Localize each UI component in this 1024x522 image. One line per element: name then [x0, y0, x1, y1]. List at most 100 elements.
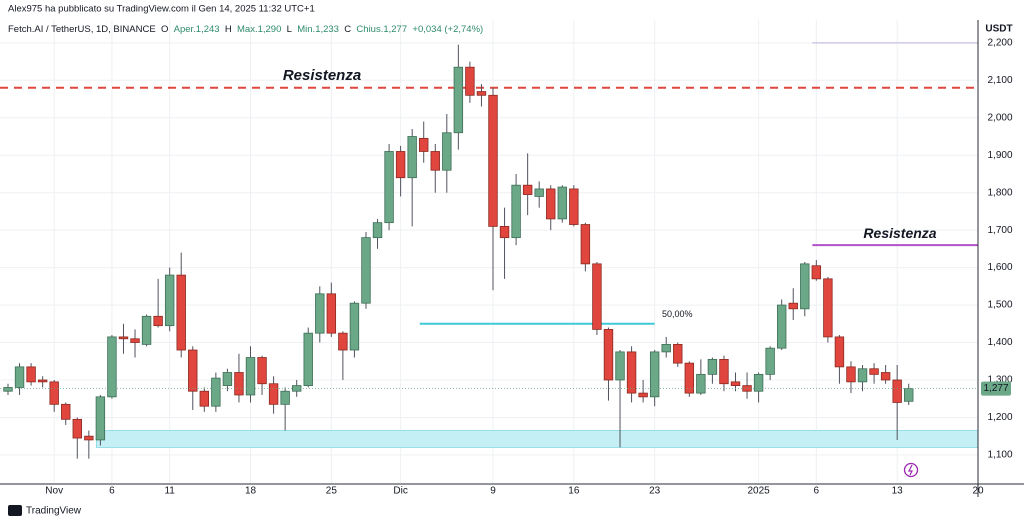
candle-body [118, 336, 129, 340]
candle-body [569, 188, 579, 225]
candle-body [719, 358, 729, 385]
y-tick-label: 1,300 [987, 375, 1012, 386]
candle-body [176, 274, 186, 351]
candle-body [245, 357, 256, 396]
candle-body [465, 66, 475, 96]
y-tick-label: 1,600 [987, 262, 1012, 273]
last-price-text: 1,277 [983, 383, 1008, 394]
candle-body [834, 336, 845, 368]
x-tick-label: 11 [164, 486, 175, 497]
x-tick-label: 9 [490, 486, 496, 497]
x-tick-label: 25 [326, 486, 338, 497]
candle-body [268, 383, 279, 405]
candle-body [303, 332, 313, 387]
candle-body [546, 188, 556, 220]
candle-body [14, 366, 25, 388]
candle-body [49, 381, 59, 405]
x-tick-label: 23 [649, 486, 661, 497]
candle-body [707, 358, 718, 375]
x-tick-label: Nov [45, 486, 63, 497]
candle-body [823, 278, 833, 338]
x-tick-label: 6 [109, 486, 115, 497]
candle-body [696, 373, 706, 394]
x-tick-label: Dic [393, 486, 407, 497]
level-label: Resistenza [863, 225, 936, 241]
candle-body [130, 338, 140, 343]
alert-icon [903, 462, 919, 478]
y-tick-label: 1,200 [987, 412, 1012, 423]
legend: Fetch.AI / TetherUS, 1D, BINANCE O Aper.… [8, 24, 488, 35]
candle-body [61, 403, 71, 420]
candle-body [534, 188, 544, 197]
candle-body [788, 302, 798, 310]
candle-body [765, 347, 775, 375]
candle-body [222, 372, 233, 387]
x-tick-label: 13 [892, 486, 904, 497]
candle-body [603, 329, 614, 381]
x-tick-label: 16 [568, 486, 580, 497]
candle-body [846, 366, 856, 383]
brand: TradingView [26, 506, 82, 517]
y-tick-label: 2,100 [987, 75, 1012, 86]
y-tick-label: 2,200 [987, 37, 1012, 48]
legend-value: Chius.1,277 [356, 24, 407, 35]
candle-body [638, 392, 648, 398]
candle-body [188, 349, 198, 392]
candle-body [72, 418, 82, 439]
candle-body [869, 368, 879, 375]
candle-body [211, 377, 221, 407]
y-tick-label: 1,800 [987, 187, 1012, 198]
candle-body [684, 362, 695, 394]
candle-body [84, 435, 94, 441]
currency-label: USDT [985, 24, 1012, 35]
candle-body [95, 396, 106, 441]
candle-body [488, 94, 498, 227]
candle-body [592, 263, 602, 330]
legend-symbol: Fetch.AI / TetherUS, 1D, BINANCE [8, 24, 156, 35]
y-tick-label: 1,500 [987, 300, 1012, 311]
candle-body [291, 385, 302, 392]
candle-body [37, 379, 48, 383]
candle-body [315, 293, 325, 334]
candle-body [153, 315, 163, 327]
candle-body [419, 137, 429, 152]
level-label: Resistenza [283, 67, 361, 84]
candle-body [107, 336, 117, 398]
legend-key: L [287, 24, 292, 35]
candle-body [361, 237, 371, 304]
candle-body [395, 151, 406, 179]
plot-area [0, 20, 979, 483]
candle-body [141, 315, 152, 345]
candle-body [904, 388, 914, 402]
candle-body [384, 151, 394, 224]
candle-body [338, 332, 348, 351]
level-label: 50,00% [662, 309, 693, 319]
y-tick-label: 1,100 [987, 450, 1012, 461]
candle-body [730, 381, 741, 387]
candle-body [430, 151, 440, 171]
y-tick-label: 1,900 [987, 150, 1012, 161]
candle-body [753, 373, 764, 392]
candle-body [280, 390, 290, 405]
y-tick-label: 1,400 [987, 337, 1012, 348]
candle-body [661, 343, 671, 353]
candle-body [522, 184, 533, 195]
legend-change: +0,034 (+2,74%) [412, 24, 483, 35]
y-tick-label: 2,000 [987, 112, 1012, 123]
legend-value: Aper.1,243 [174, 24, 220, 35]
y-tick-label: 1,700 [987, 225, 1012, 236]
candle-body [234, 372, 244, 396]
legend-key: C [344, 24, 351, 35]
candle-body [649, 351, 660, 398]
candle-body [326, 293, 337, 334]
candle-body [776, 304, 787, 349]
candle-body [442, 132, 452, 171]
candle-body [800, 263, 810, 310]
candle-body [626, 351, 637, 394]
candle-body [811, 265, 822, 280]
x-tick-label: 6 [814, 486, 820, 497]
last-price-tag [981, 381, 1011, 396]
support-zone [95, 430, 979, 448]
